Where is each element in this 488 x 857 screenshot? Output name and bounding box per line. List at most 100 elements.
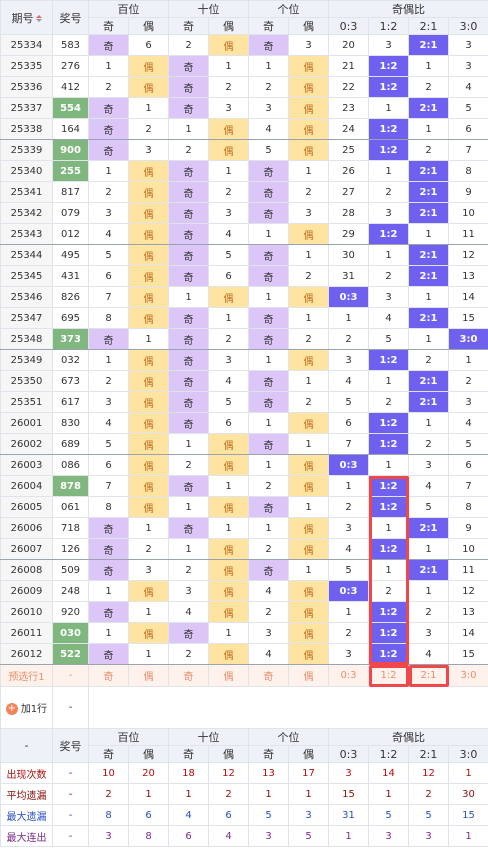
preselect-cell[interactable]: 偶 bbox=[288, 664, 329, 687]
miss-cell: 15 bbox=[448, 643, 488, 665]
miss-cell: 1 bbox=[288, 160, 329, 182]
stats-value: 1 bbox=[128, 783, 169, 805]
hit-cell: 奇 bbox=[168, 160, 209, 182]
number: 554 bbox=[52, 97, 89, 119]
miss-cell: 6 bbox=[448, 454, 488, 476]
preselect-cell[interactable]: 偶 bbox=[208, 664, 249, 687]
hit-cell: 偶 bbox=[288, 601, 329, 623]
data-row: 25346 826 7 偶 1 偶 1 偶 0:3 3 1 14 bbox=[0, 286, 488, 308]
hit-cell: 奇 bbox=[168, 76, 209, 98]
miss-cell: 2 bbox=[128, 118, 169, 140]
hit-cell: 1:2 bbox=[368, 55, 409, 77]
hit-cell: 奇 bbox=[168, 622, 209, 644]
preselect-label[interactable]: 预选行1 bbox=[0, 664, 53, 687]
miss-cell: 1 bbox=[168, 433, 209, 455]
hit-cell: 1:2 bbox=[368, 643, 409, 665]
preselect-number: - bbox=[52, 664, 89, 687]
hit-cell: 偶 bbox=[128, 160, 169, 182]
sub-header: 0:3 bbox=[328, 17, 369, 35]
miss-cell: 4 bbox=[248, 118, 289, 140]
stats-value: 3 bbox=[88, 825, 129, 847]
stats-label: 平均遗漏 bbox=[0, 783, 53, 805]
miss-cell: 3 bbox=[328, 349, 369, 371]
miss-cell: 3 bbox=[168, 580, 209, 602]
miss-cell: 3 bbox=[408, 454, 449, 476]
preselect-cell[interactable]: 2:1 bbox=[408, 664, 449, 687]
miss-cell: 3 bbox=[448, 391, 488, 413]
number: 248 bbox=[52, 580, 89, 602]
hit-cell: 偶 bbox=[288, 76, 329, 98]
issue: 26007 bbox=[0, 538, 53, 560]
group-header: 个位 bbox=[248, 0, 329, 18]
issue: 26002 bbox=[0, 433, 53, 455]
miss-cell: 3 bbox=[368, 34, 409, 56]
number: 817 bbox=[52, 181, 89, 203]
stats-value: 5 bbox=[368, 804, 409, 826]
miss-cell: 1 bbox=[368, 97, 409, 119]
hit-cell: 2:1 bbox=[408, 34, 449, 56]
number: 086 bbox=[52, 454, 89, 476]
number: 030 bbox=[52, 622, 89, 644]
miss-cell: 3 bbox=[208, 349, 249, 371]
miss-cell: 2 bbox=[248, 601, 289, 623]
preselect-cell[interactable]: 0:3 bbox=[328, 664, 369, 687]
hit-cell: 奇 bbox=[88, 559, 129, 581]
miss-cell: 2 bbox=[368, 181, 409, 203]
issue: 26005 bbox=[0, 496, 53, 518]
header-cell: 奖号 bbox=[52, 728, 89, 763]
stats-number: - bbox=[52, 762, 89, 784]
sort-down bbox=[35, 19, 42, 22]
miss-cell: 3 bbox=[368, 202, 409, 224]
hit-cell: 偶 bbox=[208, 496, 249, 518]
miss-cell: 1 bbox=[368, 244, 409, 266]
miss-cell: 2 bbox=[408, 349, 449, 371]
miss-cell: 4 bbox=[88, 412, 129, 434]
hit-cell: 3:0 bbox=[448, 328, 488, 350]
miss-cell: 5 bbox=[208, 244, 249, 266]
data-row: 26011 030 1 偶奇 1 3 偶 2 1:2 3 14 bbox=[0, 622, 488, 644]
stats-number: - bbox=[52, 825, 89, 847]
hit-cell: 偶 bbox=[288, 97, 329, 119]
miss-cell: 1 bbox=[168, 118, 209, 140]
sub-header: 3:0 bbox=[448, 745, 488, 763]
number: 012 bbox=[52, 223, 89, 245]
miss-cell: 3 bbox=[368, 286, 409, 308]
miss-cell: 2 bbox=[88, 370, 129, 392]
preselect-cell[interactable]: 偶 bbox=[128, 664, 169, 687]
add-row-button[interactable]: + 加1行 bbox=[0, 686, 53, 729]
issue: 25337 bbox=[0, 97, 53, 119]
miss-cell: 3 bbox=[448, 34, 488, 56]
miss-cell: 2 bbox=[248, 538, 289, 560]
stats-value: 5 bbox=[248, 804, 289, 826]
number: 878 bbox=[52, 475, 89, 497]
preselect-cell[interactable]: 奇 bbox=[248, 664, 289, 687]
miss-cell: 3 bbox=[208, 97, 249, 119]
header-row: 期号 奖号 百位 十位 个位 奇偶比 bbox=[0, 0, 488, 35]
preselect-cell[interactable]: 1:2 bbox=[368, 664, 409, 687]
stats-number: - bbox=[52, 783, 89, 805]
miss-cell: 3 bbox=[328, 517, 369, 539]
data-row: 25344 495 5 偶奇 5 奇 1 30 1 2:1 12 bbox=[0, 244, 488, 266]
issue: 25334 bbox=[0, 34, 53, 56]
miss-cell: 30 bbox=[328, 244, 369, 266]
miss-cell: 3 bbox=[448, 55, 488, 77]
stats-value: 2 bbox=[88, 783, 129, 805]
sort-icon[interactable] bbox=[35, 15, 42, 22]
hit-cell: 偶 bbox=[128, 202, 169, 224]
preselect-cell[interactable]: 奇 bbox=[168, 664, 209, 687]
miss-cell: 2 bbox=[288, 328, 329, 350]
miss-cell: 5 bbox=[408, 496, 449, 518]
preselect-cell[interactable]: 奇 bbox=[88, 664, 129, 687]
miss-cell: 2 bbox=[408, 76, 449, 98]
sub-header: 偶 bbox=[208, 745, 249, 763]
data-row: 26009 248 1 偶 3 偶 4 偶 0:3 2 1 12 bbox=[0, 580, 488, 602]
miss-cell: 3 bbox=[248, 622, 289, 644]
hit-cell: 奇 bbox=[88, 517, 129, 539]
preselect-cell[interactable]: 3:0 bbox=[448, 664, 488, 687]
issue: 26006 bbox=[0, 517, 53, 539]
miss-cell: 1 bbox=[288, 307, 329, 329]
stats-value: 1 bbox=[448, 825, 488, 847]
miss-cell: 2 bbox=[408, 601, 449, 623]
data-row: 25337 554 奇 1 奇 3 3 偶 23 1 2:1 5 bbox=[0, 97, 488, 119]
